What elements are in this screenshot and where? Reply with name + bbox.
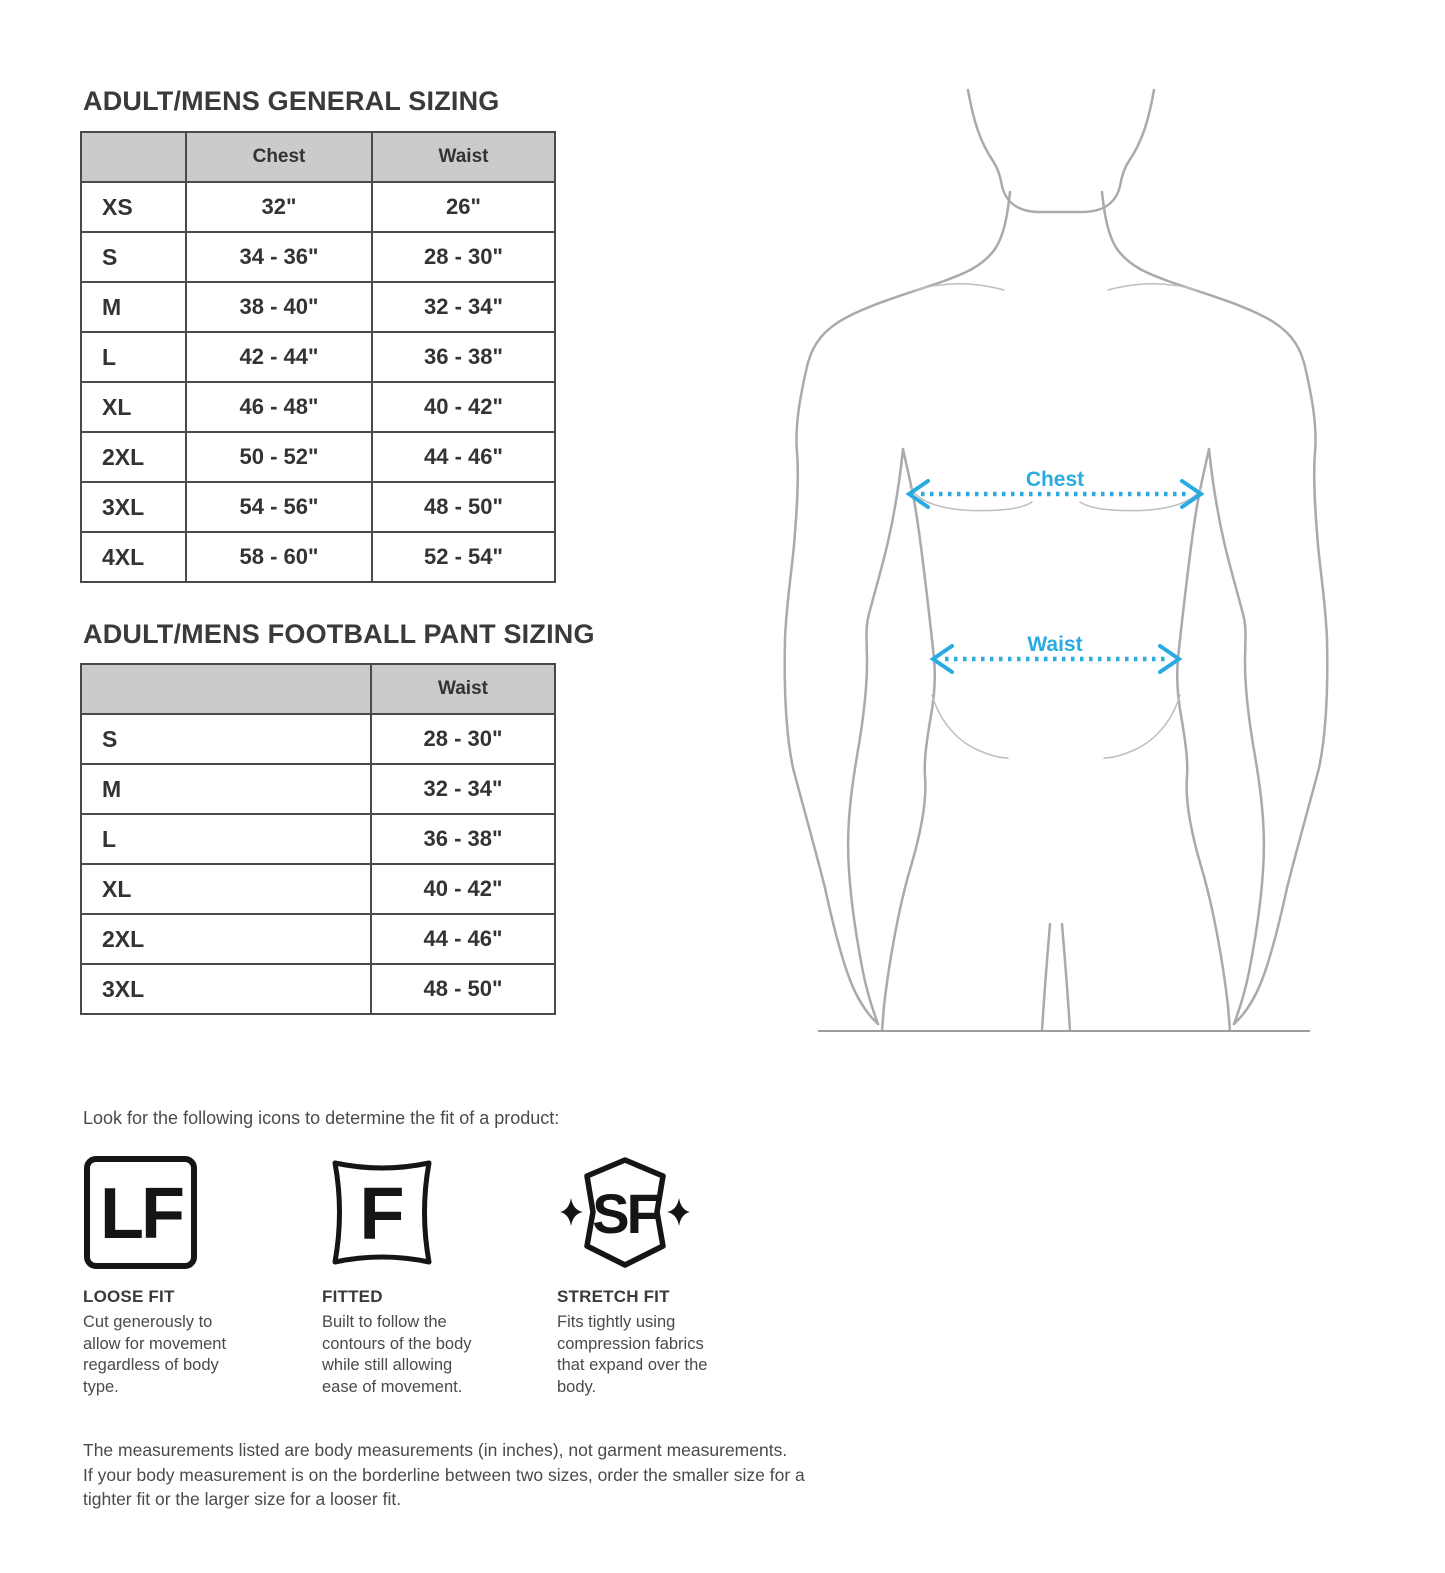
measurement-cell: 32 - 34" xyxy=(370,763,556,815)
measurement-cell: 36 - 38" xyxy=(371,331,556,383)
waist-measurement-arrow xyxy=(929,644,1183,674)
measurement-cell: 42 - 44" xyxy=(185,331,373,383)
measurement-cell: 40 - 42" xyxy=(371,381,556,433)
measurement-cell: 32 - 34" xyxy=(371,281,556,333)
chest-measurement-label: Chest xyxy=(1026,468,1084,491)
clavicle-lines xyxy=(911,283,1201,292)
size-cell: M xyxy=(80,281,187,333)
stretch-fit-icon: SF xyxy=(557,1155,772,1273)
size-cell: 3XL xyxy=(80,481,187,533)
fitted-description: Built to follow the contours of the body… xyxy=(322,1313,472,1396)
measurement-note: The measurements listed are body measure… xyxy=(83,1440,805,1509)
fitted-column: F FITTED Built to follow the contours of… xyxy=(322,1155,537,1398)
table-row: 2XL 44 - 46" xyxy=(80,913,556,965)
size-cell: L xyxy=(80,331,187,383)
measurement-cell: 44 - 46" xyxy=(370,913,556,965)
table-row: XL 46 - 48" 40 - 42" xyxy=(80,381,556,433)
stretch-fit-label: STRETCH FIT xyxy=(557,1287,670,1306)
loose-fit-icon-letters: LF xyxy=(100,1174,183,1254)
stretch-fit-icon-letters: SF xyxy=(592,1182,659,1245)
size-cell: XL xyxy=(80,863,372,915)
size-cell: XS xyxy=(80,181,187,233)
stretch-fit-description: Fits tightly using compression fabrics t… xyxy=(557,1313,708,1396)
table-row: M 38 - 40" 32 - 34" xyxy=(80,281,556,333)
table-row: L 42 - 44" 36 - 38" xyxy=(80,331,556,383)
fitted-icon: F xyxy=(322,1155,537,1273)
hip-crease-lines xyxy=(931,694,1181,759)
size-cell: L xyxy=(80,813,372,865)
table-row: XS 32" 26" xyxy=(80,181,556,233)
table-row: 3XL 54 - 56" 48 - 50" xyxy=(80,481,556,533)
loose-fit-label: LOOSE FIT xyxy=(83,1287,175,1306)
size-cell: 2XL xyxy=(80,431,187,483)
measurement-cell: 58 - 60" xyxy=(185,531,373,583)
pant-sizing-table: Waist S 28 - 30" M 32 - 34" L 36 - 38" XL 40 - 4… xyxy=(80,663,556,1015)
loose-fit-column: LF LOOSE FIT Cut generously to allow for… xyxy=(83,1155,298,1398)
right-arm-outline xyxy=(1100,190,1329,1026)
right-inner-arm-outline xyxy=(1207,447,1266,1026)
column-header-waist: Waist xyxy=(370,663,556,715)
measurement-cell: 26" xyxy=(371,181,556,233)
general-sizing-table: Chest Waist XS 32" 26" S 34 - 36" 28 - 30" M 38 -… xyxy=(80,131,556,583)
table-row: S 28 - 30" xyxy=(80,713,556,765)
body-measurement-diagram: Chest Waist xyxy=(783,88,1329,1033)
measurement-cell: 48 - 50" xyxy=(370,963,556,1015)
loose-fit-description: Cut generously to allow for movement reg… xyxy=(83,1313,227,1396)
header-row: Waist xyxy=(80,663,556,715)
measurement-cell: 38 - 40" xyxy=(185,281,373,333)
head-outline xyxy=(966,88,1156,214)
right-torso-leg-outline xyxy=(1175,447,1232,1033)
table-row: XL 40 - 42" xyxy=(80,863,556,915)
stretch-fit-column: SF STRETCH FIT Fits tightly using compre… xyxy=(557,1155,772,1398)
measurement-cell: 48 - 50" xyxy=(371,481,556,533)
left-torso-leg-outline xyxy=(880,447,937,1033)
size-cell: S xyxy=(80,713,372,765)
size-cell: 4XL xyxy=(80,531,187,583)
table-row: 2XL 50 - 52" 44 - 46" xyxy=(80,431,556,483)
table-row: S 34 - 36" 28 - 30" xyxy=(80,231,556,283)
table-row: 3XL 48 - 50" xyxy=(80,963,556,1015)
loose-fit-icon: LF xyxy=(83,1155,298,1273)
size-cell: S xyxy=(80,231,187,283)
table-row: M 32 - 34" xyxy=(80,763,556,815)
measurement-cell: 34 - 36" xyxy=(185,231,373,283)
fit-intro-text: Look for the following icons to determin… xyxy=(83,1108,560,1128)
column-header-waist: Waist xyxy=(371,131,556,183)
measurement-cell: 52 - 54" xyxy=(371,531,556,583)
measurement-cell: 28 - 30" xyxy=(371,231,556,283)
size-cell: 2XL xyxy=(80,913,372,965)
measurement-cell: 40 - 42" xyxy=(370,863,556,915)
pant-sizing-title: ADULT/MENS FOOTBALL PANT SIZING xyxy=(83,619,595,649)
fitted-label: FITTED xyxy=(322,1287,383,1306)
measurement-cell: 54 - 56" xyxy=(185,481,373,533)
column-header-chest: Chest xyxy=(185,131,373,183)
measurement-cell: 44 - 46" xyxy=(371,431,556,483)
column-header-empty xyxy=(80,663,372,715)
inner-legs-outline xyxy=(1040,922,1072,1033)
left-arm-outline xyxy=(783,190,1012,1026)
header-row: Chest Waist xyxy=(80,131,556,183)
table-row: 4XL 58 - 60" 52 - 54" xyxy=(80,531,556,583)
fitted-icon-letter: F xyxy=(359,1172,404,1255)
chest-measurement-arrow xyxy=(905,479,1205,509)
size-cell: 3XL xyxy=(80,963,372,1015)
left-inner-arm-outline xyxy=(846,447,905,1026)
size-cell: M xyxy=(80,763,372,815)
measurement-cell: 32" xyxy=(185,181,373,233)
waist-measurement-label: Waist xyxy=(1027,633,1082,656)
size-cell: XL xyxy=(80,381,187,433)
general-sizing-title: ADULT/MENS GENERAL SIZING xyxy=(83,86,500,116)
measurement-cell: 46 - 48" xyxy=(185,381,373,433)
measurement-cell: 50 - 52" xyxy=(185,431,373,483)
measurement-cell: 36 - 38" xyxy=(370,813,556,865)
column-header-empty xyxy=(80,131,187,183)
chest-muscle-lines xyxy=(909,486,1203,512)
table-row: L 36 - 38" xyxy=(80,813,556,865)
measurement-cell: 28 - 30" xyxy=(370,713,556,765)
